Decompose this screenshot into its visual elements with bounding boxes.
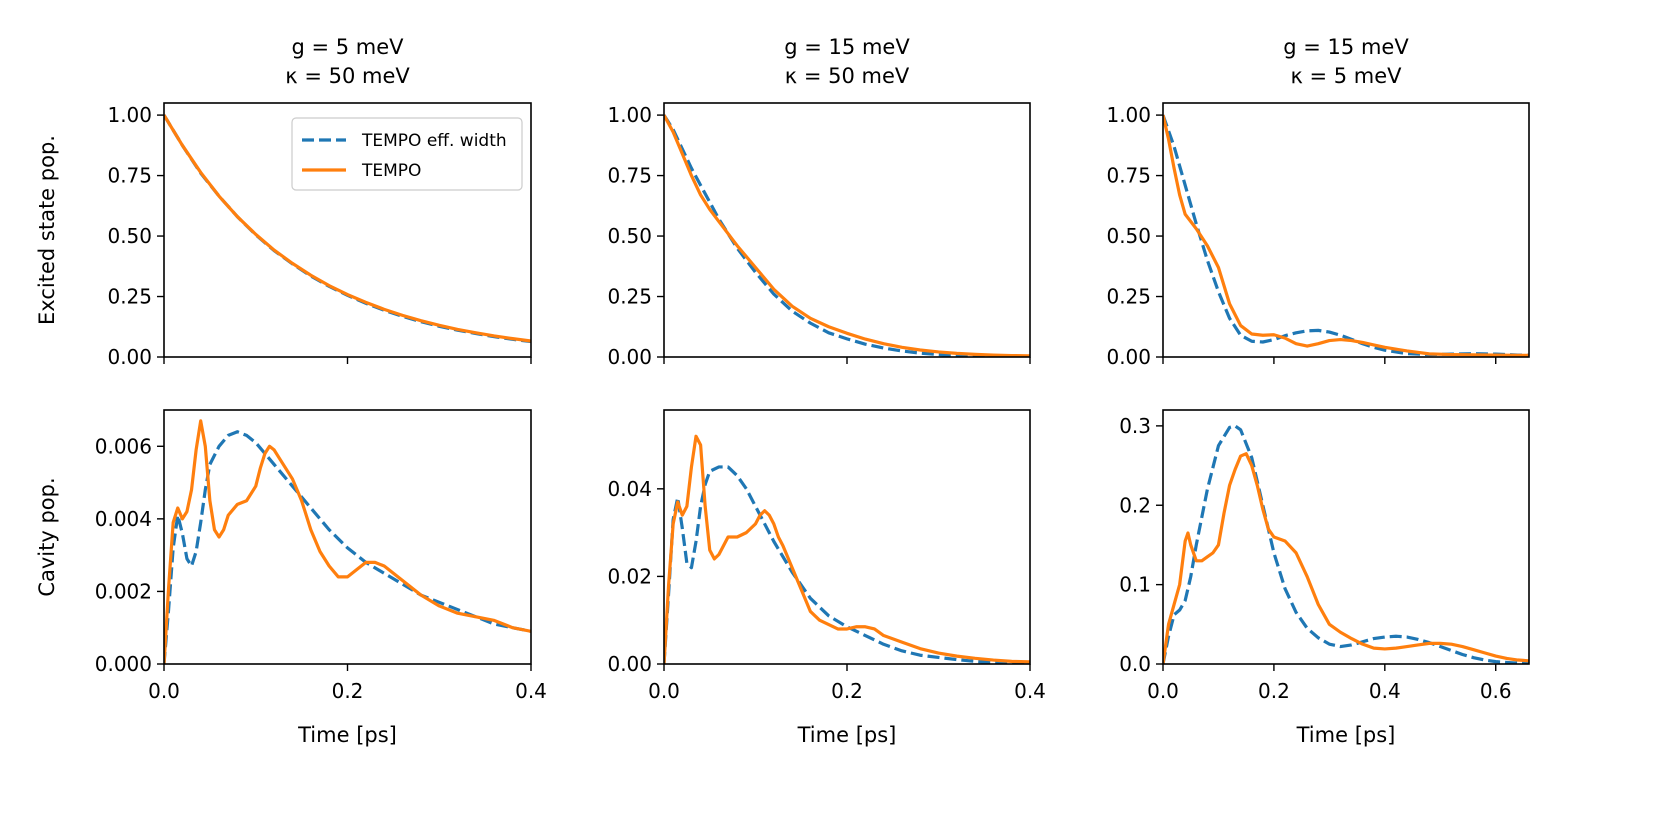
x-tick-label: 0.4: [1014, 679, 1046, 703]
x-tick-label: 0.0: [1147, 679, 1179, 703]
series-line-eff-width: [1163, 424, 1529, 664]
x-tick-label: 0.6: [1480, 679, 1512, 703]
x-tick-label: 0.4: [515, 679, 547, 703]
x-axis-label: Time [ps]: [797, 723, 897, 747]
y-tick-label: 1.00: [607, 103, 652, 127]
series-line-eff-width: [664, 114, 1030, 357]
x-tick-label: 0.2: [831, 679, 863, 703]
y-tick-label: 0.75: [1106, 164, 1151, 188]
axes-frame: [1162, 409, 1530, 665]
subplot-1-1: 0.00 0.25 0.50 0.75 1.00 g = 5 meV κ = 50 meV E…: [35, 35, 532, 369]
axes-frame: [1162, 102, 1530, 358]
y-tick-label: 0.75: [107, 164, 152, 188]
subplot-1-2: 0.00 0.25 0.50 0.75 1.00 g = 15 meV κ = 50 meV: [607, 35, 1031, 369]
series-line-tempo: [664, 114, 1030, 357]
series-line-tempo: [1163, 452, 1529, 664]
y-tick-label: 0.02: [607, 564, 652, 588]
y-tick-label: 0.25: [1106, 285, 1151, 309]
y-tick-label: 0.25: [607, 285, 652, 309]
legend-label-tempo: TEMPO: [361, 161, 421, 181]
y-tick-label: 0.00: [107, 345, 152, 369]
subplot-1-3: 0.00 0.25 0.50 0.75 1.00 g = 15 meV κ = 5 meV: [1106, 35, 1530, 369]
series-line-tempo: [164, 419, 531, 664]
x-axis-label: Time [ps]: [1296, 723, 1396, 747]
y-tick-label: 0.004: [95, 507, 152, 531]
y-tick-label: 0.000: [95, 652, 152, 676]
y-tick-label: 0.50: [607, 224, 652, 248]
y-tick-label: 0.00: [607, 345, 652, 369]
x-tick-label: 0.0: [648, 679, 680, 703]
axes-frame: [663, 409, 1031, 665]
y-tick-label: 0.50: [107, 224, 152, 248]
legend-box: [291, 117, 523, 191]
axes-frame: [663, 102, 1031, 358]
y-tick-label: 0.00: [607, 652, 652, 676]
y-axis-label: Cavity pop.: [35, 477, 59, 596]
legend: TEMPO eff. width TEMPO: [291, 117, 523, 191]
series-line-eff-width: [1163, 114, 1529, 357]
y-tick-label: 0.2: [1119, 493, 1151, 517]
x-tick-label: 0.2: [332, 679, 364, 703]
series-line-tempo: [664, 434, 1030, 664]
series-line-tempo: [164, 114, 531, 343]
y-tick-label: 0.75: [607, 164, 652, 188]
series-line-tempo: [1163, 114, 1529, 357]
y-tick-label: 0.006: [95, 434, 152, 458]
x-tick-label: 0.4: [1369, 679, 1401, 703]
y-tick-label: 0.04: [607, 477, 652, 501]
subplot-title-line: g = 15 meV: [784, 35, 910, 59]
legend-label-eff-width: TEMPO eff. width: [361, 131, 507, 151]
subplot-title-line: g = 15 meV: [1283, 35, 1409, 59]
y-tick-label: 0.00: [1106, 345, 1151, 369]
y-tick-label: 1.00: [1106, 103, 1151, 127]
subplot-2-1: 0.0 0.2 0.4 0.000 0.002 0.004 0.006 Cavity pop.…: [35, 409, 547, 747]
y-axis-label: Excited state pop.: [35, 135, 59, 325]
series-line-eff-width: [664, 465, 1030, 664]
y-tick-label: 0.1: [1119, 573, 1151, 597]
y-tick-label: 0.0: [1119, 652, 1151, 676]
subplot-title-line: κ = 5 meV: [1290, 64, 1402, 88]
y-tick-label: 1.00: [107, 103, 152, 127]
y-tick-label: 0.3: [1119, 414, 1151, 438]
subplot-title-line: κ = 50 meV: [285, 64, 410, 88]
subplot-2-3: 0.0 0.2 0.4 0.6 0.0 0.1 0.2 0.3 Time [ps]: [1119, 409, 1530, 747]
y-tick-label: 0.25: [107, 285, 152, 309]
y-tick-label: 0.002: [95, 579, 152, 603]
series-line-eff-width: [164, 430, 531, 664]
subplot-2-2: 0.0 0.2 0.4 0.00 0.02 0.04 Time [ps]: [607, 409, 1046, 747]
x-axis-label: Time [ps]: [297, 723, 397, 747]
x-tick-label: 0.0: [148, 679, 180, 703]
subplot-title-line: κ = 50 meV: [785, 64, 910, 88]
y-tick-label: 0.50: [1106, 224, 1151, 248]
x-tick-label: 0.2: [1258, 679, 1290, 703]
subplot-title-line: g = 5 meV: [291, 35, 404, 59]
